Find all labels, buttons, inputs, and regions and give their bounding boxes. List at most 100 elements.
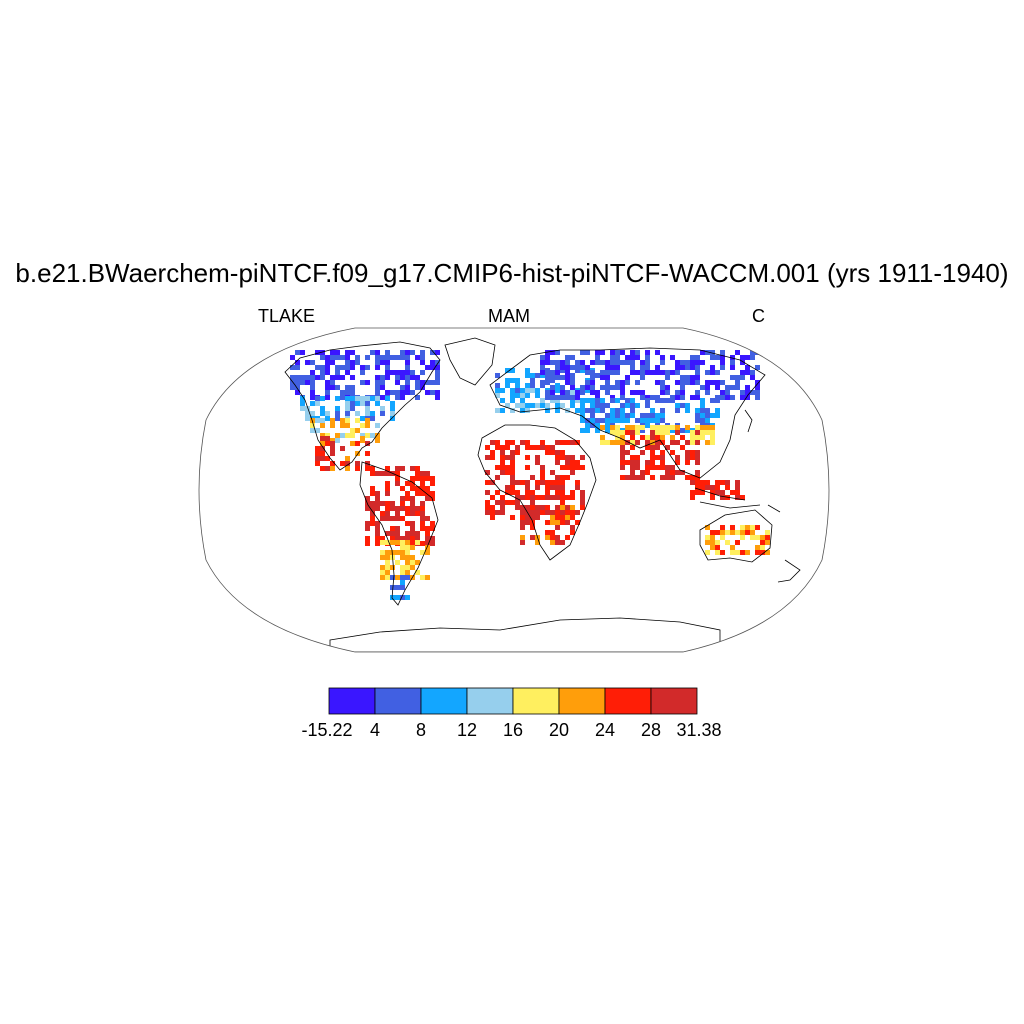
data-cell [675,390,680,395]
data-cell [380,471,385,476]
data-cell [435,380,440,385]
data-cell [625,398,630,403]
data-cell [570,460,575,465]
data-cell [685,375,690,380]
data-cell [385,501,390,506]
data-cell [615,430,620,435]
data-cell [325,395,330,400]
data-cell [560,520,565,525]
data-cell [510,485,515,490]
data-cell [425,491,430,496]
data-cell [370,350,375,355]
data-cell [525,445,530,450]
data-cell [675,360,680,365]
data-cell [555,383,560,388]
data-cell [680,435,685,440]
data-cell [600,385,605,390]
data-cell [520,525,525,530]
data-cell [435,365,440,370]
data-cell [505,440,510,445]
data-cell [520,510,525,515]
data-cell [390,540,395,545]
data-cell [710,350,715,355]
data-cell [360,370,365,375]
data-cell [620,475,625,480]
data-cell [380,570,385,575]
data-cell [575,460,580,465]
data-cell [710,535,715,540]
data-cell [660,413,665,418]
data-cell [575,408,580,413]
data-cell [290,365,295,370]
data-cell [565,390,570,395]
data-cell [500,500,505,505]
data-cell [290,385,295,390]
data-cell [355,461,360,466]
data-cell [300,350,305,355]
data-cell [540,398,545,403]
data-cell [390,526,395,531]
data-cell [395,560,400,565]
data-cell [555,475,560,480]
data-cell [695,485,700,490]
data-cell [740,355,745,360]
data-cell [420,521,425,526]
data-cell [295,350,300,355]
data-cell [545,395,550,400]
data-cell [315,428,320,433]
data-cell [425,536,430,541]
data-cell [375,423,380,428]
data-cell [405,496,410,501]
data-cell [300,380,305,385]
data-cell [670,475,675,480]
colorbar-box [374,687,422,715]
data-cell [495,445,500,450]
data-cell [335,370,340,375]
data-cell [385,560,390,565]
data-cell [540,365,545,370]
data-cell [375,380,380,385]
data-cell [410,481,415,486]
data-cell [660,475,665,480]
data-cell [695,460,700,465]
data-cell [600,350,605,355]
data-cell [765,540,770,545]
data-cell [645,365,650,370]
data-cell [395,471,400,476]
data-cell [710,485,715,490]
data-cell [390,416,395,421]
data-cell [580,365,585,370]
data-cell [490,495,495,500]
data-cell [665,430,670,435]
data-cell [525,440,530,445]
map-border [198,327,830,653]
data-cell [550,515,555,520]
data-cell [555,515,560,520]
data-cell [400,570,405,575]
data-cell [750,375,755,380]
data-cell [510,500,515,505]
data-cell [520,388,525,393]
data-cell [535,540,540,545]
data-cell [310,380,315,385]
data-cell [655,445,660,450]
data-cell [520,393,525,398]
data-cell [730,375,735,380]
data-cell [550,395,555,400]
data-cell [655,413,660,418]
data-cell [430,521,435,526]
data-cell [375,390,380,395]
data-cell [685,360,690,365]
data-cell [390,565,395,570]
data-cell [430,476,435,481]
data-cell [730,550,735,555]
data-cell [540,510,545,515]
data-cell [500,455,505,460]
data-cell [585,365,590,370]
data-cell [555,535,560,540]
data-cell [395,395,400,400]
data-cell [375,365,380,370]
data-cell [630,455,635,460]
data-cell [645,413,650,418]
data-cell [585,423,590,428]
